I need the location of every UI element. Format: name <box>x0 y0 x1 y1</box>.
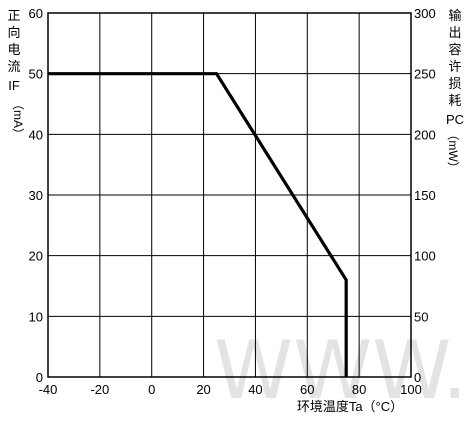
y-right-label-char: 耗 <box>448 93 461 108</box>
x-tick-label: 60 <box>300 382 314 397</box>
y-right-tick-label: 150 <box>414 188 436 203</box>
y-left-tick-label: 20 <box>29 249 43 264</box>
y-right-tick-label: 250 <box>414 67 436 82</box>
y-right-tick-label: 50 <box>414 309 428 324</box>
y-left-label-symbol: IF <box>8 78 20 93</box>
y-right-tick-label: 100 <box>414 249 436 264</box>
y-left-label-char: 流 <box>7 59 20 74</box>
series-layer <box>48 72 348 377</box>
x-tick-label: -20 <box>90 382 109 397</box>
y-right-label-char: 容 <box>448 42 461 57</box>
tick-labels: -40 -20 0 20 40 60 80 1000102030405060050100150… <box>29 6 436 397</box>
y-left-tick-label: 50 <box>29 67 43 82</box>
y-left-tick-label: 10 <box>29 309 43 324</box>
x-tick-label: 40 <box>248 382 262 397</box>
watermark: WWW.WC <box>214 324 467 416</box>
y-left-label-char: 向 <box>7 25 20 40</box>
y-left-label-unit: （mA） <box>11 98 25 140</box>
y-right-label-char: 许 <box>448 59 461 74</box>
y-right-tick-label: 0 <box>414 370 421 385</box>
y-left-tick-label: 30 <box>29 188 43 203</box>
x-tick-label: -40 <box>39 382 58 397</box>
x-tick-label: 100 <box>400 382 422 397</box>
x-axis-label: 环境温度Ta（°C） <box>297 399 403 414</box>
y-right-label-symbol: PC <box>446 112 464 127</box>
x-tick-label: 20 <box>196 382 210 397</box>
y-left-label-char: 正 <box>7 8 20 23</box>
y-right-tick-label: 300 <box>414 6 436 21</box>
plot-frame <box>47 12 412 378</box>
y-left-tick-label: 0 <box>36 370 43 385</box>
y-left-label-char: 电 <box>7 42 20 57</box>
y-left-tick-label: 60 <box>29 6 43 21</box>
grid <box>47 12 412 378</box>
x-tick-label: 80 <box>352 382 366 397</box>
y-right-tick-label: 200 <box>414 127 436 142</box>
x-tick-label: 0 <box>148 382 155 397</box>
y-right-label-char: 出 <box>448 25 461 40</box>
y-right-label-unit: （mW） <box>446 128 460 173</box>
series-line <box>48 72 348 377</box>
y-right-label-char: 损 <box>448 76 461 91</box>
y-left-tick-label: 40 <box>29 127 43 142</box>
y-right-label-char: 输 <box>448 8 461 23</box>
